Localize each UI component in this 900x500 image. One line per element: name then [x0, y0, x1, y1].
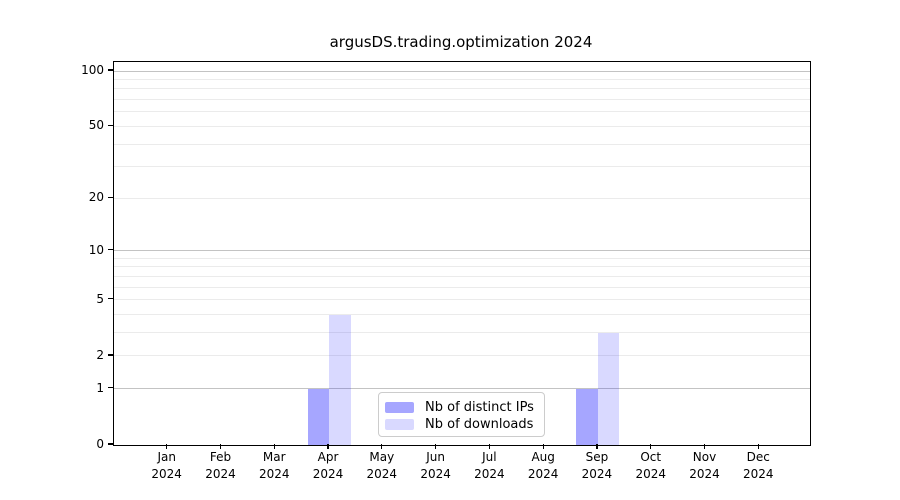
x-tick-sep: [596, 444, 598, 449]
y-tick-label-5: 5: [96, 291, 104, 306]
x-tick-label-dec: Dec 2024: [726, 449, 790, 483]
x-tick-year: 2024: [742, 467, 774, 481]
x-tick-label-sep: Sep 2024: [565, 449, 629, 483]
x-tick-year: 2024: [258, 467, 290, 481]
gridline-y-30: [114, 166, 810, 168]
gridline-y-80: [114, 88, 810, 90]
x-tick-month: Oct: [640, 450, 662, 464]
y-tick-label-10: 10: [88, 242, 104, 257]
x-tick-year: 2024: [366, 467, 398, 481]
y-tick-50: [108, 124, 113, 126]
x-tick-year: 2024: [581, 467, 613, 481]
gridline-y-100: [114, 70, 810, 72]
x-tick-label-jul: Jul 2024: [457, 449, 521, 483]
gridline-y-7: [114, 275, 810, 277]
gridline-y-60: [114, 111, 810, 113]
legend-label-downloads: Nb of downloads: [425, 417, 534, 432]
bar-distinct-ips-sep: [576, 388, 598, 445]
y-tick-20: [108, 196, 113, 198]
gridline-y-5: [114, 299, 810, 301]
x-tick-jan: [166, 444, 168, 449]
x-tick-year: 2024: [635, 467, 666, 481]
y-tick-label-2: 2: [96, 347, 104, 362]
gridline-y-70: [114, 99, 810, 101]
legend-item-distinct-ips: Nb of distinct IPs: [385, 399, 544, 416]
y-tick-10: [108, 249, 113, 251]
y-tick-label-50: 50: [88, 118, 104, 133]
bar-downloads-apr: [329, 314, 351, 445]
y-tick-label-1: 1: [96, 380, 104, 395]
x-tick-label-jun: Jun 2024: [404, 449, 468, 483]
x-tick-feb: [219, 444, 222, 449]
bar-distinct-ips-apr: [307, 388, 330, 445]
x-tick-apr: [327, 444, 329, 449]
x-tick-month: Apr: [317, 450, 339, 464]
gridline-y-9: [114, 257, 810, 259]
x-tick-year: 2024: [420, 467, 451, 481]
x-tick-month: Mar: [262, 450, 286, 464]
y-tick-label-100: 100: [81, 63, 104, 77]
x-tick-label-aug: Aug 2024: [511, 449, 575, 483]
x-tick-month: Jul: [482, 450, 497, 464]
y-tick-label-20: 20: [88, 190, 104, 205]
gridline-y-20: [114, 197, 810, 199]
y-tick-1: [108, 387, 113, 389]
gridline-y-6: [114, 286, 810, 288]
legend-label-distinct-ips: Nb of distinct IPs: [425, 400, 534, 415]
y-tick-label-0: 0: [96, 437, 104, 451]
x-tick-year: 2024: [151, 467, 182, 481]
gridline-y-40: [114, 143, 810, 145]
x-tick-year: 2024: [474, 467, 505, 481]
x-tick-label-nov: Nov 2024: [673, 449, 737, 483]
legend-item-downloads: Nb of downloads: [385, 416, 544, 433]
x-tick-month: Dec: [746, 450, 770, 464]
x-tick-year: 2024: [689, 467, 720, 481]
gridline-y-4: [114, 314, 810, 316]
gridline-y-90: [114, 78, 810, 80]
y-tick-5: [108, 298, 113, 300]
x-tick-label-oct: Oct 2024: [619, 449, 683, 483]
gridline-y-3: [114, 332, 810, 334]
x-tick-month: Feb: [209, 450, 232, 464]
gridline-y-50: [114, 125, 810, 127]
gridline-y-1: [114, 388, 810, 390]
bar-downloads-sep: [597, 332, 620, 445]
y-tick-0: [108, 443, 113, 445]
gridline-y-8: [114, 266, 810, 268]
gridline-y-2: [114, 355, 810, 357]
x-tick-year: 2024: [312, 467, 344, 481]
legend-swatch-distinct-ips: [385, 402, 414, 413]
legend: Nb of distinct IPs Nb of downloads: [378, 392, 545, 437]
x-tick-year: 2024: [205, 467, 236, 481]
x-tick-jun: [435, 444, 437, 449]
x-tick-aug: [542, 444, 544, 449]
x-tick-dec: [757, 444, 759, 449]
gridline-y-10: [114, 250, 810, 252]
x-tick-month: Nov: [692, 450, 717, 464]
x-tick-nov: [703, 444, 706, 449]
x-tick-month: May: [369, 450, 395, 464]
plot-area: [113, 61, 811, 446]
x-tick-label-may: May 2024: [350, 449, 414, 483]
y-tick-100: [108, 69, 113, 71]
x-tick-month: Jun: [426, 450, 445, 464]
x-tick-oct: [650, 444, 652, 449]
x-tick-label-feb: Feb 2024: [188, 449, 252, 483]
x-tick-label-jan: Jan 2024: [135, 449, 199, 483]
x-tick-label-apr: Apr 2024: [296, 449, 360, 483]
legend-swatch-downloads: [385, 419, 414, 430]
x-tick-year: 2024: [527, 467, 559, 481]
chart-title: argusDS.trading.optimization 2024: [329, 33, 593, 51]
x-tick-month: Sep: [585, 450, 609, 464]
x-tick-label-mar: Mar 2024: [242, 449, 306, 483]
x-tick-month: Jan: [157, 450, 176, 464]
x-tick-mar: [273, 444, 275, 449]
x-tick-month: Aug: [531, 450, 555, 464]
x-tick-jul: [488, 444, 490, 449]
y-tick-2: [108, 354, 113, 356]
x-tick-may: [381, 444, 383, 449]
